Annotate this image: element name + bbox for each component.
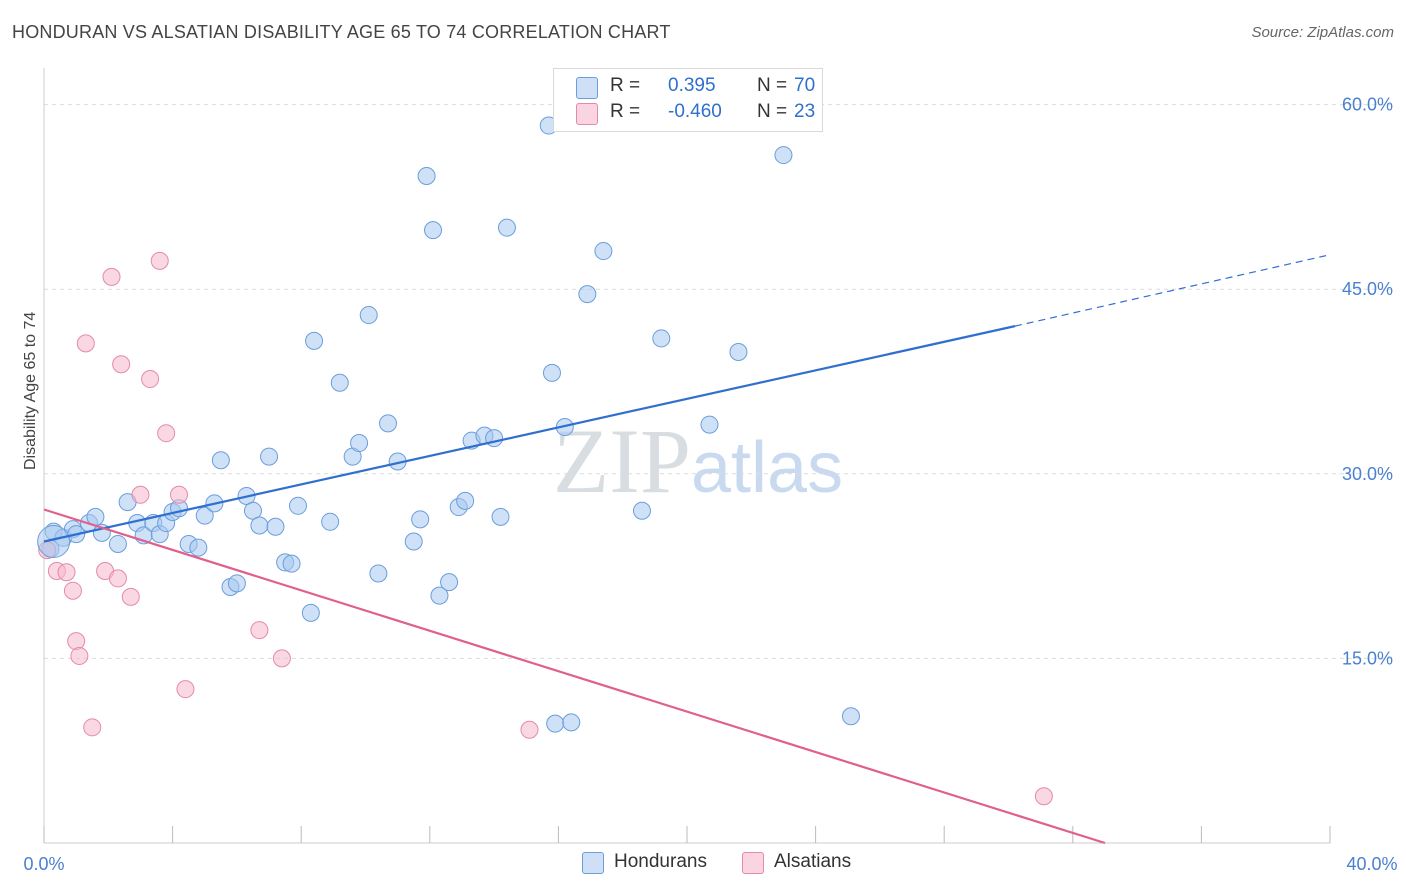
honduran-point [37,524,71,558]
honduran-point [700,415,719,434]
legend-swatch-hondurans [576,77,598,99]
y-axis-label: Disability Age 65 to 74 [22,311,39,470]
alsatian-point [141,370,160,389]
chart-title: HONDURAN VS ALSATIAN DISABILITY AGE 65 T… [12,22,671,42]
bottom-legend-label-hondurans: Hondurans [614,851,707,872]
honduran-point [195,506,214,525]
honduran-point [189,538,208,557]
legend-n-value: 70 [794,75,816,96]
honduran-point [497,218,516,237]
honduran-point [211,451,230,470]
bottom-legend-label-alsatians: Alsatians [774,851,852,872]
honduran-point [266,517,285,536]
x-tick-label: 0.0% [23,854,64,874]
honduran-point [411,510,430,529]
honduran-point [546,714,565,733]
alsatian-point [170,485,189,504]
honduran-point [652,329,671,348]
alsatian-point [520,720,539,739]
legend-r-value: -0.460 [668,101,722,122]
honduran-point [632,501,651,520]
alsatian-point [157,424,176,443]
alsatian-point [272,649,291,668]
legend-n-label: N = [757,101,788,122]
honduran-point [379,414,398,433]
honduran-point [456,491,475,510]
honduran-point [108,534,127,553]
alsatian-point [131,485,150,504]
y-tick-label: 15.0% [1342,648,1393,668]
alsatian-point [1034,787,1053,806]
honduran-point [440,573,459,592]
legend-r-label: R = [610,101,641,122]
honduran-trendline-extension [1014,254,1331,327]
honduran-point [841,707,860,726]
legend-n-label: N = [757,75,788,96]
honduran-point [424,221,443,240]
source-label: Source: ZipAtlas.com [1251,24,1394,41]
honduran-point [562,713,581,732]
watermark-atlas: atlas [691,428,844,508]
watermark: ZIPatlas [553,408,843,514]
bottom-legend-swatch-alsatians [742,852,764,874]
alsatian-point [108,569,127,588]
legend-r-label: R = [610,75,641,96]
alsatian-point [112,355,131,374]
honduran-point [330,373,349,392]
alsatian-point [63,581,82,600]
honduran-point [430,586,449,605]
honduran-point [369,564,388,583]
alsatian-trendline [43,508,1106,845]
honduran-point [578,285,597,304]
honduran-point [404,532,423,551]
honduran-point [729,342,748,361]
correlation-legend: R = 0.395 N = 70 R = -0.460 N = 23 [553,68,823,132]
honduran-trendline [43,325,1016,543]
honduran-point [282,554,301,573]
honduran-point [305,331,324,350]
watermark-zip: ZIP [553,410,691,512]
alsatian-point [102,267,121,286]
legend-swatch-alsatians [576,103,598,125]
honduran-point [301,603,320,622]
honduran-point [350,434,369,453]
alsatian-point [67,632,86,651]
honduran-point [288,496,307,515]
honduran-point [260,447,279,466]
honduran-point [774,146,793,165]
honduran-point [594,242,613,261]
honduran-point [359,306,378,325]
honduran-point [491,507,510,526]
legend-n-value: 23 [794,101,816,122]
alsatian-point [121,587,140,606]
alsatian-point [76,334,95,353]
alsatian-point [83,718,102,737]
honduran-point [417,166,436,185]
honduran-point [321,512,340,531]
honduran-point [227,574,246,593]
x-tick-label: 40.0% [1346,854,1397,874]
alsatian-point [176,680,195,699]
bottom-legend-swatch-hondurans [582,852,604,874]
honduran-point [250,516,269,535]
y-tick-label: 45.0% [1342,279,1393,299]
alsatian-point [250,621,269,640]
alsatian-point [150,251,169,270]
alsatian-point [70,646,89,665]
legend-r-value: 0.395 [668,75,716,96]
alsatian-point [57,563,76,582]
y-tick-label: 60.0% [1342,95,1393,115]
honduran-point [542,363,561,382]
y-tick-label: 30.0% [1342,464,1393,484]
